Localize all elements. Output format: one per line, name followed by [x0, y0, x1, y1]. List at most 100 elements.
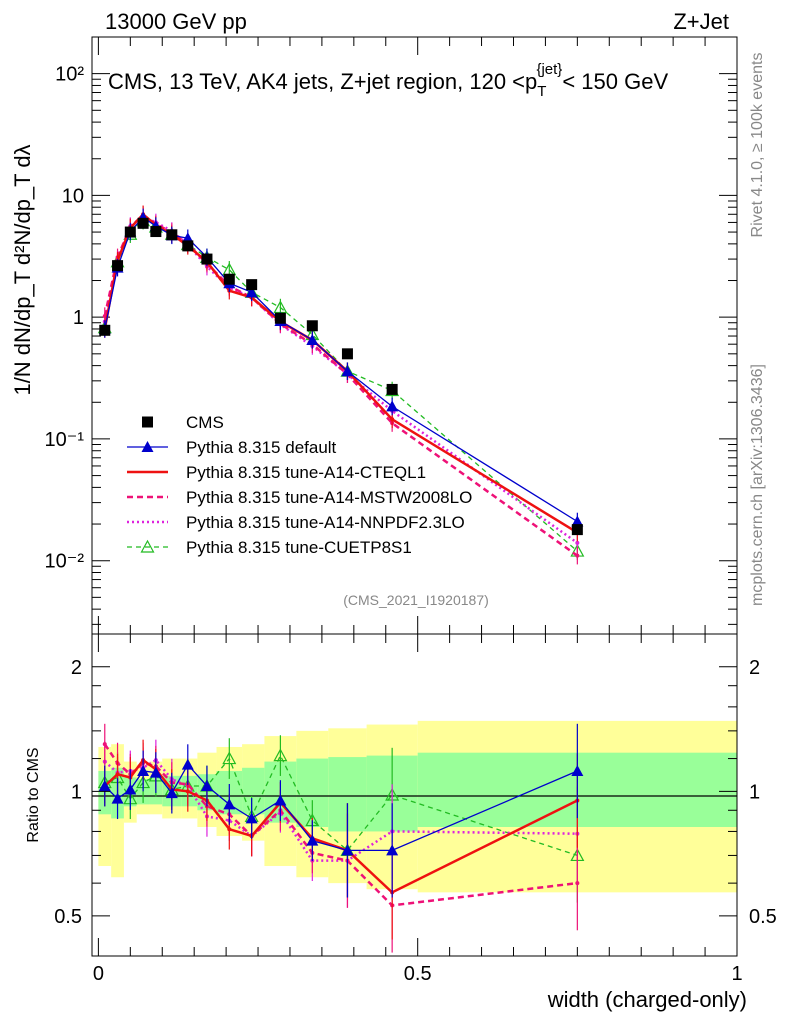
- ratio-point-cuetp8s1: [273, 748, 288, 762]
- point-data: [201, 253, 213, 265]
- series-line-cteql1: [103, 212, 578, 534]
- point-data: [306, 320, 318, 332]
- ratio-ylabel-text: Ratio to CMS: [25, 747, 42, 842]
- point-data: [182, 240, 194, 252]
- ratio-point-mstw: [575, 881, 580, 886]
- series-mstw: [102, 206, 580, 565]
- ratio-point-default: [341, 844, 354, 856]
- legend-label-default: Pythia 8.315 default: [186, 438, 337, 457]
- y-tick-label: 10: [62, 185, 84, 207]
- point-default: [341, 365, 354, 377]
- ratio-y-tick-label-right: 2: [749, 657, 760, 679]
- ratio-point-cteql1: [185, 789, 190, 794]
- legend-label-mstw: Pythia 8.315 tune-A14-MSTW2008LO: [186, 488, 472, 507]
- ratio-point-cuetp8s1: [222, 751, 237, 765]
- ratio-point-default: [111, 792, 124, 804]
- main-axis-ticks: 10² 10 1 10⁻¹ 10⁻²: [45, 36, 738, 634]
- legend-marker-data: [142, 416, 153, 428]
- legend-item-data: CMS: [142, 413, 224, 432]
- ratio-point-default: [137, 764, 150, 776]
- legend-item-default: Pythia 8.315 default: [127, 438, 337, 457]
- point-data: [112, 260, 124, 272]
- legend: CMS Pythia 8.315 default Pythia 8.315 tune…: [127, 413, 472, 557]
- header-process: Z+Jet: [673, 9, 729, 34]
- legend-item-nnpdf: Pythia 8.315 tune-A14-NNPDF2.3LO: [127, 513, 465, 532]
- side-mcplots: mcplots.cern.ch [arXiv:1306.3436]: [749, 364, 766, 606]
- ratio-point-default: [149, 766, 162, 778]
- ratio-series: [97, 723, 585, 953]
- ratio-bands: [98, 720, 737, 893]
- side-mcplots-text: mcplots.cern.ch [arXiv:1306.3436]: [749, 364, 766, 606]
- ratio-y-tick-label-right: 0.5: [749, 906, 777, 928]
- ratio-panel: 2 2 1 1 0.5 0.5 0 0.5 1: [54, 633, 777, 985]
- ratio-point-default: [245, 812, 258, 824]
- ratio-y-tick-label: 1: [71, 781, 82, 803]
- main-series: [97, 205, 585, 565]
- y-tick-label: 10⁻²: [45, 551, 85, 573]
- ratio-frame: [91, 633, 738, 957]
- ratio-point-default: [223, 798, 236, 810]
- ratio-y-tick-label-right: 1: [749, 781, 760, 803]
- ratio-y-tick-label: 2: [71, 657, 82, 679]
- ratio-series-default: [98, 723, 584, 898]
- ratio-point-default: [165, 787, 178, 799]
- ratio-point-default: [306, 834, 319, 846]
- header-energy: 13000 GeV pp: [105, 9, 247, 34]
- side-rivet-text: Rivet 4.1.0, ≥ 100k events: [749, 53, 766, 238]
- point-data: [274, 312, 286, 324]
- point-default: [245, 286, 258, 298]
- point-data: [223, 273, 235, 285]
- ratio-point-mstw: [102, 742, 107, 747]
- legend-item-cteql1: Pythia 8.315 tune-A14-CTEQL1: [127, 463, 426, 482]
- point-default: [386, 400, 399, 412]
- side-rivet: Rivet 4.1.0, ≥ 100k events: [749, 53, 766, 238]
- ratio-y-tick-label: 0.5: [54, 906, 82, 928]
- ratio-point-default: [200, 780, 213, 792]
- main-ylabel: 1/N dN/dp_T d²N/dp_T dλ: [10, 144, 35, 395]
- analysis-tag: (CMS_2021_I1920187): [343, 592, 489, 608]
- ratio-point-default: [386, 844, 399, 856]
- ratio-point-cteql1: [227, 827, 232, 832]
- point-mstw: [575, 553, 580, 558]
- ratio-axis-ticks: 2 2 1 1 0.5 0.5 0 0.5 1: [54, 634, 777, 985]
- x-tick-label: 1: [731, 963, 742, 985]
- point-data: [246, 279, 258, 291]
- x-tick-label: 0: [93, 963, 104, 985]
- legend-item-mstw: Pythia 8.315 tune-A14-MSTW2008LO: [127, 488, 472, 507]
- point-default: [306, 333, 319, 345]
- point-data: [150, 226, 162, 238]
- series-data: [99, 217, 583, 536]
- point-data: [166, 229, 178, 241]
- ratio-point-default: [571, 764, 584, 776]
- main-title: CMS, 13 TeV, AK4 jets, Z+jet region, 120…: [108, 61, 668, 100]
- point-data: [571, 524, 583, 536]
- ratio-point-default: [98, 780, 111, 792]
- series-line-nnpdf: [103, 215, 579, 544]
- legend-label-cuetp8s1: Pythia 8.315 tune-CUETP8S1: [186, 538, 412, 557]
- legend-item-cuetp8s1: Pythia 8.315 tune-CUETP8S1: [127, 538, 412, 557]
- legend-label-nnpdf: Pythia 8.315 tune-A14-NNPDF2.3LO: [186, 513, 465, 532]
- x-tick-label: 0.5: [404, 963, 432, 985]
- band-green: [242, 767, 265, 815]
- ratio-point-cteql1: [115, 772, 120, 777]
- point-default: [571, 515, 584, 527]
- y-tick-label: 1: [73, 307, 84, 329]
- legend-label-data: CMS: [186, 413, 224, 432]
- point-data: [99, 324, 111, 336]
- y-tick-label: 10²: [55, 64, 84, 86]
- ratio-point-default: [181, 758, 194, 770]
- main-panel: 10² 10 1 10⁻¹ 10⁻²: [45, 36, 738, 635]
- point-data: [386, 383, 398, 395]
- point-cteql1: [390, 417, 395, 422]
- ratio-point-default: [274, 794, 287, 806]
- x-axis-label: width (charged-only): [547, 987, 747, 1012]
- point-data: [341, 348, 353, 360]
- main-ylabel-text: 1/N dN/dp_T d²N/dp_T dλ: [10, 144, 35, 395]
- point-nnpdf: [575, 540, 580, 545]
- legend-label-cteql1: Pythia 8.315 tune-A14-CTEQL1: [186, 463, 426, 482]
- legend-marker-cuetp8s1: [140, 539, 155, 553]
- point-data: [137, 217, 149, 229]
- ratio-point-default: [124, 783, 137, 795]
- legend-marker-default: [141, 441, 154, 452]
